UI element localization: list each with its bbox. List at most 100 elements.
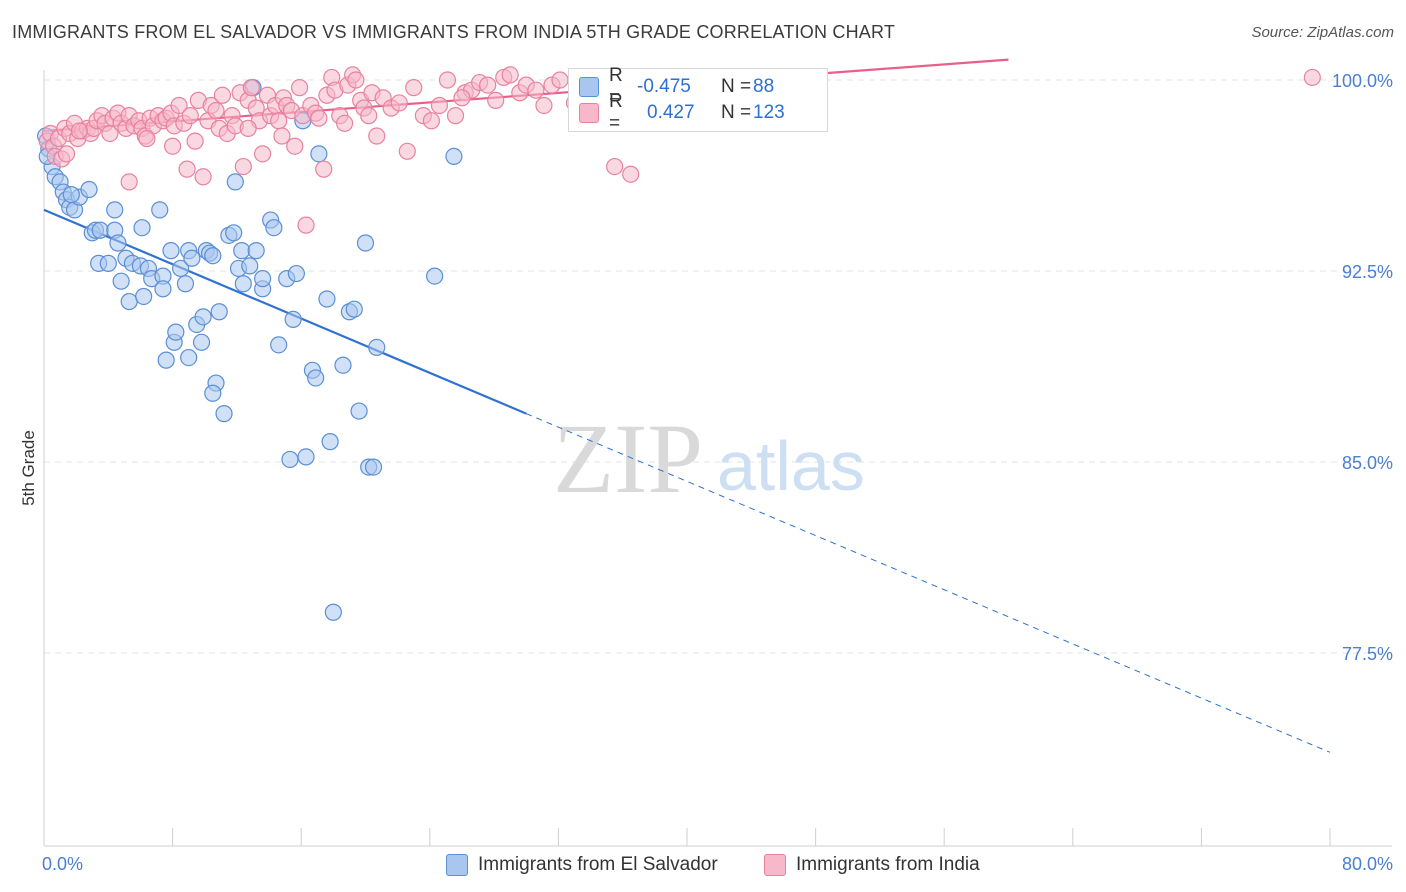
data-point-india — [234, 157, 252, 176]
legend-row-el-salvador: R = -0.475 N = 88 — [579, 65, 775, 108]
data-point-india — [70, 122, 88, 140]
data-point-el-salvador — [287, 264, 305, 283]
data-point-india — [422, 112, 441, 130]
data-point-india — [120, 173, 138, 191]
data-point-india — [398, 142, 416, 160]
data-point-el-salvador — [297, 448, 315, 466]
data-point-el-salvador — [172, 259, 190, 278]
data-point-india — [242, 79, 260, 97]
data-point-el-salvador — [233, 242, 251, 260]
data-point-india — [181, 107, 199, 125]
data-point-el-salvador — [364, 458, 383, 476]
y-tick-label: 92.5% — [1342, 262, 1393, 282]
y-tick-labels: 77.5% 85.0% 92.5% 100.0% — [1332, 71, 1393, 664]
trend-line-el-salvador-projection — [526, 413, 1331, 753]
data-point-el-salvador — [133, 219, 151, 237]
data-point-el-salvador — [356, 234, 375, 252]
data-point-el-salvador — [321, 433, 339, 451]
legend-r-value: 0.427 — [647, 102, 695, 123]
legend-n-value: 88 — [753, 76, 775, 97]
data-point-el-salvador — [225, 224, 243, 242]
data-point-el-salvador — [318, 290, 336, 308]
data-point-india — [405, 79, 423, 97]
data-point-el-salvador — [192, 333, 211, 351]
x-tick-label-max: 80.0% — [1342, 854, 1393, 874]
legend-r-label: R = — [609, 65, 623, 108]
data-point-el-salvador — [180, 348, 198, 367]
data-point-el-salvador — [426, 267, 444, 285]
bottom-legend-swatch-pink — [764, 854, 786, 876]
bottom-legend-swatch-blue — [446, 854, 468, 876]
y-tick-label: 100.0% — [1332, 71, 1393, 91]
data-point-india — [290, 79, 309, 97]
legend-r-label: R = — [609, 91, 623, 134]
data-point-india — [213, 86, 232, 104]
data-point-el-salvador — [120, 292, 138, 311]
data-point-india — [430, 96, 449, 115]
data-point-el-salvador — [445, 147, 463, 165]
legend-row-india: R = 0.427 N = 123 — [579, 91, 785, 134]
data-point-india — [535, 96, 553, 115]
legend-swatch-pink — [579, 103, 599, 123]
data-point-el-salvador — [112, 272, 130, 290]
data-point-el-salvador — [204, 384, 222, 402]
data-point-el-salvador — [368, 338, 386, 356]
data-point-el-salvador — [334, 356, 352, 374]
data-point-el-salvador — [265, 219, 283, 237]
data-point-el-salvador — [157, 351, 175, 369]
data-point-el-salvador — [324, 603, 342, 621]
bottom-legend-label: Immigrants from India — [796, 854, 980, 875]
watermark: ZIP atlas — [553, 403, 865, 514]
axes — [43, 70, 1392, 847]
data-point-india — [57, 145, 76, 163]
legend-n-label: N = — [721, 76, 752, 97]
data-point-india — [479, 76, 497, 94]
data-point-el-salvador — [284, 310, 302, 328]
data-point-el-salvador — [345, 300, 363, 318]
watermark-zip: ZIP — [553, 403, 703, 514]
data-point-india — [390, 94, 408, 112]
data-point-el-salvador — [135, 287, 153, 306]
y-axis-label: 5th Grade — [19, 430, 38, 506]
y-tick-label: 85.0% — [1342, 453, 1393, 473]
source-note: Source: ZipAtlas.com — [1251, 24, 1394, 41]
bottom-legend-label: Immigrants from El Salvador — [478, 854, 718, 875]
correlation-legend: R = -0.475 N = 88 R = 0.427 N = 123 — [568, 65, 828, 134]
data-point-el-salvador — [226, 173, 244, 191]
data-point-india — [438, 71, 457, 89]
data-point-el-salvador — [151, 201, 169, 219]
data-point-india — [347, 71, 365, 89]
x-tick-labels: 0.0% 80.0% — [42, 854, 1393, 874]
data-point-india — [1303, 68, 1321, 87]
watermark-atlas: atlas — [717, 427, 865, 505]
data-point-el-salvador — [210, 303, 228, 321]
data-point-india — [453, 89, 471, 107]
data-point-india — [527, 81, 545, 99]
legend-swatch-blue — [579, 77, 599, 97]
data-point-india — [360, 107, 378, 125]
bottom-legend-india: Immigrants from India — [764, 852, 980, 878]
data-point-india — [207, 101, 225, 120]
data-point-india — [286, 137, 304, 155]
data-point-el-salvador — [162, 242, 180, 260]
data-point-el-salvador — [176, 275, 195, 293]
chart-title: IMMIGRANTS FROM EL SALVADOR VS IMMIGRANT… — [12, 22, 896, 42]
legend-n-label: N = — [721, 102, 752, 123]
data-point-el-salvador — [204, 247, 222, 265]
data-point-el-salvador — [241, 257, 259, 275]
data-point-india — [336, 114, 354, 132]
data-point-el-salvador — [234, 275, 252, 293]
data-point-india — [186, 132, 204, 150]
data-point-el-salvador — [350, 402, 368, 420]
data-point-el-salvador — [62, 186, 80, 204]
data-point-el-salvador — [270, 336, 288, 354]
data-point-india — [551, 71, 569, 89]
data-point-india — [446, 107, 465, 125]
y-tick-label: 77.5% — [1342, 644, 1393, 664]
data-point-india — [487, 91, 505, 109]
data-point-india — [170, 96, 188, 115]
data-point-india — [501, 66, 519, 84]
data-point-el-salvador — [109, 234, 127, 252]
data-point-el-salvador — [194, 308, 212, 326]
